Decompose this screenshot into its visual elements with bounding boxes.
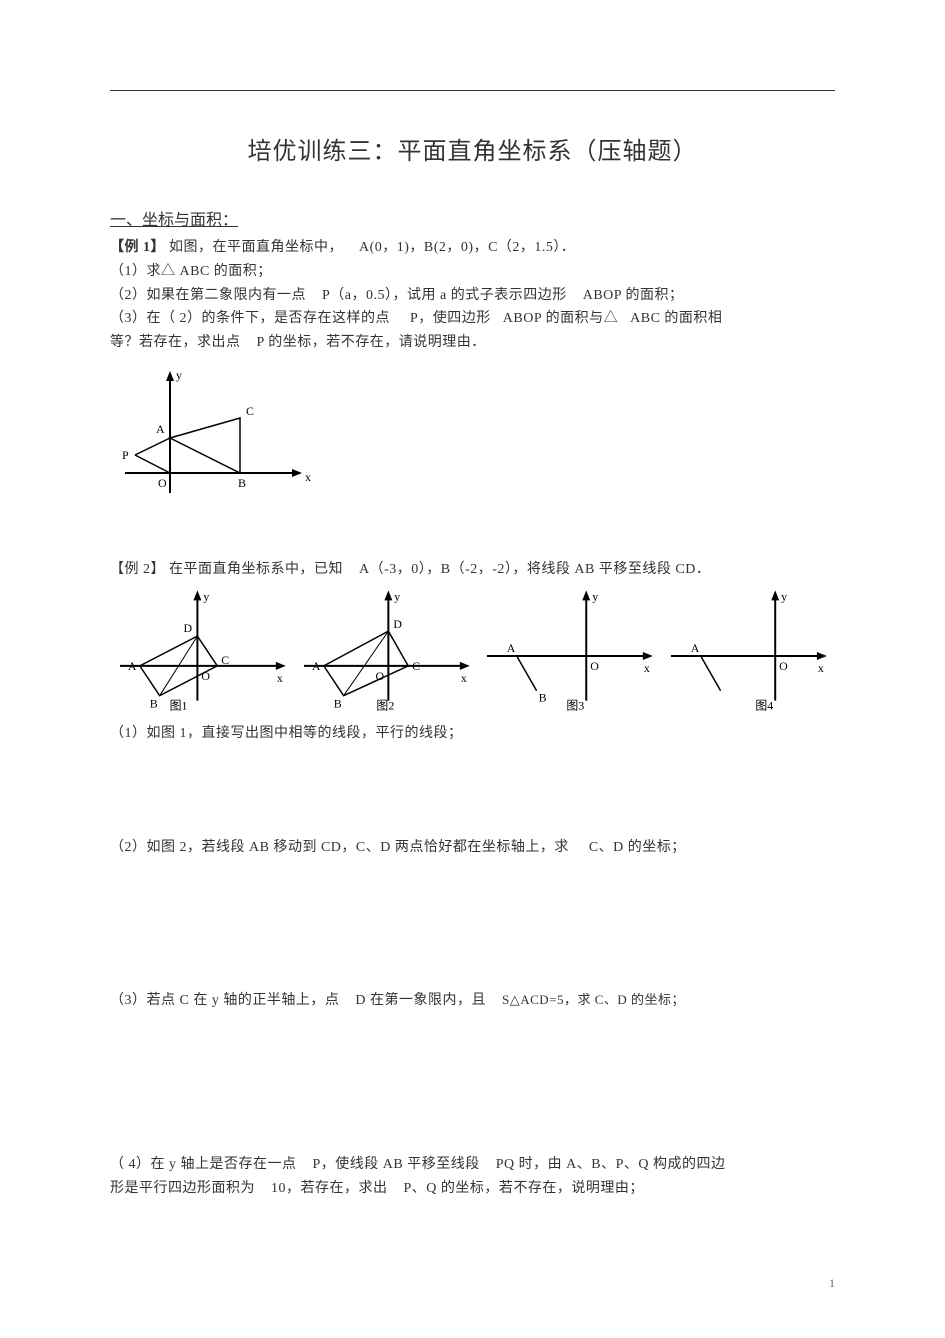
ex2-q2: （2）如图 2，若线段 AB 移动到 CD，C、D 两点恰好都在坐标轴上，求 C… — [110, 836, 835, 860]
ex2-q3-c: S△ACD=5，求 C、D 的坐标； — [502, 992, 685, 1007]
q3-d: ABC 的面积相 — [630, 311, 722, 326]
ex2-q4-b: P，使线段 AB 平移至线段 — [313, 1157, 480, 1172]
ex2-q2-a: （2）如图 2，若线段 AB 移动到 CD，C、D 两点恰好都在坐标轴上，求 — [110, 840, 569, 855]
fig1-label-y: y — [176, 368, 182, 382]
q2-b: P（a，0.5），试用 a 的式子表示四边形 — [322, 288, 567, 303]
ex2-q1: （1）如图 1，直接写出图中相等的线段，平行的线段； — [110, 722, 835, 746]
p2-O: O — [375, 669, 384, 683]
fig1-label-P: P — [122, 448, 129, 462]
fig1-label-x: x — [305, 470, 311, 484]
q3-l2-b: P 的坐标，若不存在，请说明理由． — [257, 335, 486, 350]
p2-A: A — [312, 659, 321, 673]
p1-O: O — [201, 669, 210, 683]
p3-O: O — [591, 659, 600, 673]
p1-C: C — [221, 653, 229, 667]
figure-2-panel-2: y x A B C D O 图2 — [294, 586, 478, 716]
p1-y: y — [203, 589, 209, 603]
p3-B: B — [539, 690, 547, 704]
p3-cap: 图3 — [567, 698, 585, 712]
p4-x: x — [818, 661, 824, 675]
ex2-q3-a: （3）若点 C 在 y 轴的正半轴上，点 — [110, 993, 339, 1008]
q3-b: P，使四边形 — [410, 311, 491, 326]
example-1-q2: （2）如果在第二象限内有一点 P（a，0.5），试用 a 的式子表示四边形 AB… — [110, 284, 835, 308]
ex2-q4-line2: 形是平行四边形面积为 10，若存在，求出 P、Q 的坐标，若不存在，说明理由； — [110, 1177, 835, 1201]
ex2-q4-l2-a: 形是平行四边形面积为 — [110, 1181, 255, 1196]
p2-y: y — [394, 589, 400, 603]
example-1-q1: （1）求△ ABC 的面积； — [110, 260, 835, 284]
fig1-label-O: O — [158, 476, 167, 490]
top-rule — [110, 90, 835, 91]
p2-D: D — [393, 617, 402, 631]
p2-cap: 图2 — [376, 698, 394, 712]
example-1-line1: 【例 1】 如图，在平面直角坐标中， A(0，1)，B(2，0)，C（2，1.5… — [110, 236, 835, 260]
ex2-q4-c: PQ 时，由 A、B、P、Q 构成的四边 — [496, 1157, 726, 1172]
example-1-q3: （3）在（ 2）的条件下，是否存在这样的点 P，使四边形 ABOP 的面积与△ … — [110, 307, 835, 331]
example-2-label: 【例 2】 — [110, 562, 165, 577]
figure-2-panel-3: y x A B O 图3 — [477, 586, 661, 716]
p2-x: x — [461, 671, 467, 685]
p1-cap: 图1 — [170, 698, 188, 712]
example-2-text-b: A（-3，0），B（-2，-2），将线段 AB 平移至线段 CD． — [359, 562, 710, 577]
p2-B: B — [333, 696, 341, 710]
p1-x: x — [277, 671, 283, 685]
q2-c: ABOP 的面积； — [583, 288, 684, 303]
example-1-label: 【例 1】 — [110, 240, 165, 255]
p4-cap: 图4 — [756, 698, 774, 712]
page-number: 1 — [829, 1276, 835, 1291]
example-1-text-b: A(0，1)，B(2，0)，C（2，1.5）． — [359, 240, 575, 255]
fig1-label-B: B — [238, 476, 246, 490]
p3-y: y — [593, 589, 599, 603]
p4-O: O — [779, 659, 788, 673]
q3-c: ABOP 的面积与△ — [503, 311, 618, 326]
ex2-q4-a: （ 4）在 y 轴上是否存在一点 — [110, 1157, 297, 1172]
figure-2-panel-1: y x A B C D O 图1 — [110, 586, 294, 716]
p2-C: C — [412, 659, 420, 673]
example-1-q3-line2: 等？若存在，求出点 P 的坐标，若不存在，请说明理由． — [110, 331, 835, 355]
p4-A: A — [691, 641, 700, 655]
page: 培优训练三：平面直角坐标系（压轴题） 一、坐标与面积： 【例 1】 如图，在平面… — [0, 0, 945, 1301]
ex2-q4: （ 4）在 y 轴上是否存在一点 P，使线段 AB 平移至线段 PQ 时，由 A… — [110, 1153, 835, 1177]
figure-row-example-2: y x A B C D O 图1 y x A B C D O 图2 — [110, 586, 835, 716]
ex2-q3: （3）若点 C 在 y 轴的正半轴上，点 D 在第一象限内，且 S△ACD=5，… — [110, 989, 835, 1013]
page-title: 培优训练三：平面直角坐标系（压轴题） — [110, 131, 835, 166]
example-2-text-a: 在平面直角坐标系中，已知 — [169, 562, 343, 577]
p1-A: A — [128, 659, 137, 673]
ex2-q2-b: C、D 的坐标； — [589, 840, 686, 855]
q3-l2-a: 等？若存在，求出点 — [110, 335, 241, 350]
p3-x: x — [644, 661, 650, 675]
ex2-q4-l2-b: 10，若存在，求出 — [271, 1181, 388, 1196]
q2-a: （2）如果在第二象限内有一点 — [110, 288, 306, 303]
ex2-q4-l2-c: P、Q 的坐标，若不存在，说明理由； — [404, 1181, 644, 1196]
p1-D: D — [183, 621, 192, 635]
figure-2-panel-4: y x A O 图4 — [661, 586, 835, 716]
fig1-label-C: C — [246, 404, 254, 418]
q3-a: （3）在（ 2）的条件下，是否存在这样的点 — [110, 311, 390, 326]
p1-B: B — [150, 696, 158, 710]
fig1-label-A: A — [156, 422, 165, 436]
example-2-line1: 【例 2】 在平面直角坐标系中，已知 A（-3，0），B（-2，-2），将线段 … — [110, 558, 835, 582]
p4-y: y — [781, 589, 787, 603]
ex2-q3-b: D 在第一象限内，且 — [355, 993, 486, 1008]
section-heading: 一、坐标与面积： — [110, 206, 835, 230]
p3-A: A — [507, 641, 516, 655]
figure-example-1: y x A B C O P — [110, 363, 835, 518]
example-1-text-a: 如图，在平面直角坐标中， — [169, 240, 343, 255]
